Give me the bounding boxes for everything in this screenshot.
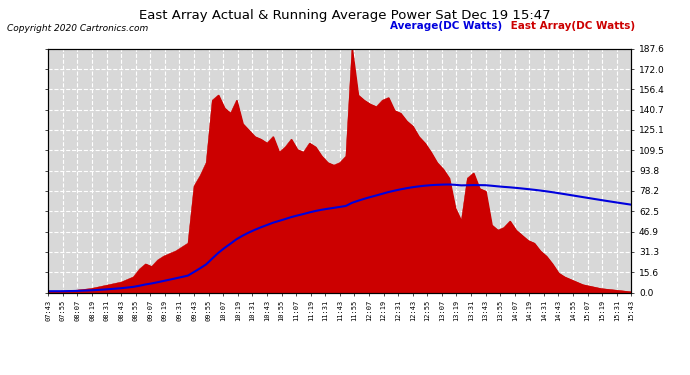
Text: Average(DC Watts): Average(DC Watts) bbox=[390, 21, 502, 31]
Text: Copyright 2020 Cartronics.com: Copyright 2020 Cartronics.com bbox=[7, 24, 148, 33]
Text: East Array(DC Watts): East Array(DC Watts) bbox=[507, 21, 635, 31]
Text: East Array Actual & Running Average Power Sat Dec 19 15:47: East Array Actual & Running Average Powe… bbox=[139, 9, 551, 22]
